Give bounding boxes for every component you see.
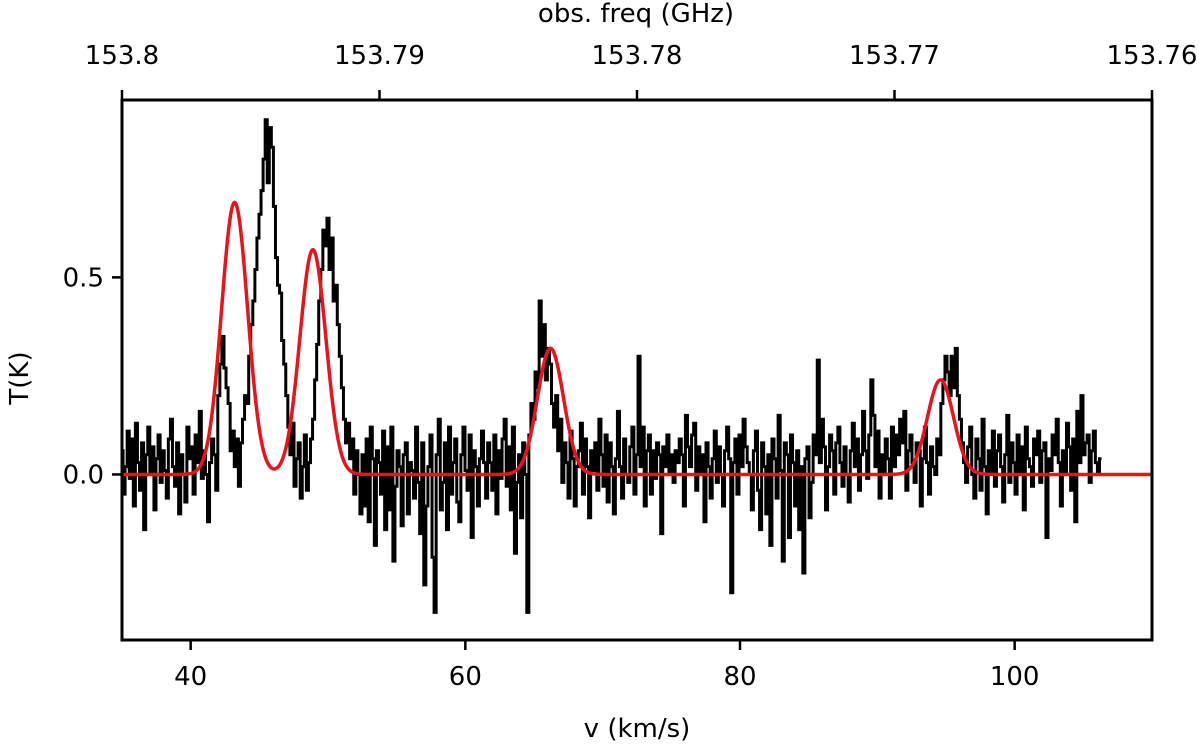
x-tick-label: 100 xyxy=(990,662,1040,692)
gaussian-fit-line xyxy=(122,200,1152,477)
y-axis-ticks: 0.0 0.5 xyxy=(63,263,122,490)
top-tick-label: 153.77 xyxy=(849,41,940,71)
y-tick-label: 0.0 xyxy=(63,460,104,490)
top-tick-label: 153.79 xyxy=(334,41,425,71)
x-axis-title: v (km/s) xyxy=(584,714,691,743)
y-axis-title: T(K) xyxy=(5,351,35,405)
top-tick-label: 153.8 xyxy=(85,41,159,71)
x-tick-label: 40 xyxy=(174,662,207,692)
x-tick-label: 60 xyxy=(449,662,482,692)
x-axis-ticks: 40 60 80 100 xyxy=(174,640,1039,692)
top-axis-title: obs. freq (GHz) xyxy=(538,0,734,29)
x-tick-label: 80 xyxy=(723,662,756,692)
series-layer xyxy=(120,118,1152,614)
top-tick-label: 153.76 xyxy=(1107,41,1198,71)
top-axis-ticks: 153.8 153.79 153.78 153.77 153.76 xyxy=(85,41,1198,100)
top-tick-label: 153.78 xyxy=(592,41,683,71)
plot-frame xyxy=(120,98,1154,642)
observed-spectrum-line xyxy=(120,118,1102,614)
y-tick-label: 0.5 xyxy=(63,263,104,293)
